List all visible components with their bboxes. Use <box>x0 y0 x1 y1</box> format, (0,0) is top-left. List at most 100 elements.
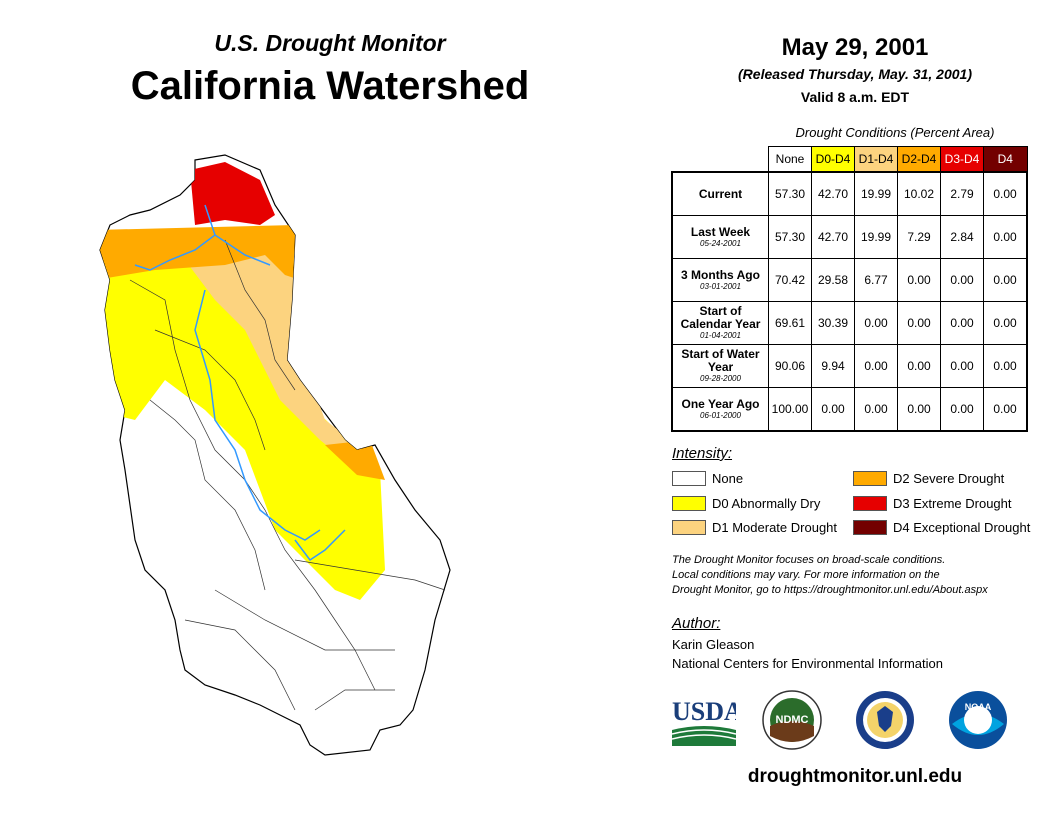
row-date: 05-24-2001 <box>700 238 741 248</box>
legend-swatch <box>853 471 887 486</box>
table-row: 3 Months Ago 03-01-2001 70.42 29.58 6.77 0.00… <box>671 258 1028 302</box>
legend-item-d4: D4 Exceptional Drought <box>853 520 1030 535</box>
table-cell: 0.00 <box>854 301 898 345</box>
table-cell: 0.00 <box>897 258 941 302</box>
row-date: 09-28-2000 <box>700 374 741 383</box>
table-cell: 29.58 <box>811 258 855 302</box>
legend-label: D4 Exceptional Drought <box>893 520 1031 535</box>
table-header-row: None D0-D4 D1-D4 D2-D4 D3-D4 D4 <box>672 146 1028 173</box>
table-cell: 0.00 <box>897 344 941 388</box>
california-drought-map <box>99 154 451 756</box>
table-caption: Drought Conditions (Percent Area) <box>795 125 995 140</box>
website-url[interactable]: droughtmonitor.unl.edu <box>747 766 963 787</box>
valid-time: Valid 8 a.m. EDT <box>800 89 910 105</box>
table-cell: 0.00 <box>983 301 1028 345</box>
table-cell: 7.29 <box>897 215 941 259</box>
table-cell: 0.00 <box>854 387 898 432</box>
d3-area <box>190 162 275 225</box>
row-label: One Year Ago 06-01-2000 <box>671 387 769 432</box>
table-row: Start of Calendar Year 01-04-2001 69.61 30.… <box>671 301 1028 345</box>
row-label: Start of Water Year 09-28-2000 <box>671 344 769 388</box>
table-cell: 9.94 <box>811 344 855 388</box>
table-cell: 42.70 <box>811 215 855 259</box>
row-label: Start of Calendar Year 01-04-2001 <box>671 301 769 345</box>
col-header-d2-d4: D2-D4 <box>897 146 941 173</box>
row-label: 3 Months Ago 03-01-2001 <box>671 258 769 302</box>
table-row: Start of Water Year 09-28-2000 90.06 9.94 0.… <box>671 344 1028 388</box>
row-date: 01-04-2001 <box>700 331 741 340</box>
valid-date: May 29, 2001 <box>781 34 929 61</box>
d0-area <box>100 250 385 600</box>
ndmc-logo: NDMC <box>762 690 822 750</box>
legend-item-d1: D1 Moderate Drought <box>672 520 837 535</box>
table-cell: 0.00 <box>940 344 984 388</box>
d2-area-south <box>325 440 385 480</box>
author-org: National Centers for Environmental Infor… <box>672 656 943 671</box>
legend-swatch <box>672 496 706 511</box>
table-cell: 69.61 <box>768 301 812 345</box>
row-label-text: One Year Ago <box>681 396 760 411</box>
legend-label: D0 Abnormally Dry <box>712 496 821 511</box>
note-line: Drought Monitor, go to https://droughtmo… <box>672 584 988 596</box>
table-cell: 0.00 <box>983 258 1028 302</box>
table-cell: 30.39 <box>811 301 855 345</box>
noaa-logo-text: NOAA <box>965 702 992 712</box>
rivers <box>134 204 346 562</box>
author-name: Karin Gleason <box>672 637 755 652</box>
table-cell: 6.77 <box>854 258 898 302</box>
map-title: California Watershed <box>130 64 530 108</box>
map-subtitle: U.S. Drought Monitor <box>214 30 446 56</box>
table-cell: 57.30 <box>768 215 812 259</box>
legend-label: None <box>712 471 744 486</box>
legend-swatch <box>672 471 706 486</box>
table-cell: 0.00 <box>983 215 1028 259</box>
table-cell: 0.00 <box>940 258 984 302</box>
drought-conditions-table: None D0-D4 D1-D4 D2-D4 D3-D4 D4 Current 5… <box>671 146 1028 432</box>
legend-swatch <box>853 520 887 535</box>
legend-label: D3 Extreme Drought <box>893 496 1012 511</box>
author-title: Author: <box>672 615 721 632</box>
legend-title: Intensity: <box>672 445 733 462</box>
table-cell: 100.00 <box>768 387 812 432</box>
legend-swatch <box>853 496 887 511</box>
table-corner <box>672 147 769 173</box>
legend-item-none: None <box>672 471 743 486</box>
table-cell: 2.84 <box>940 215 984 259</box>
table-cell: 0.00 <box>897 301 941 345</box>
col-header-d1-d4: D1-D4 <box>854 146 898 173</box>
legend-item-d3: D3 Extreme Drought <box>853 496 1012 511</box>
doc-seal-logo <box>856 691 914 749</box>
table-cell: 0.00 <box>983 344 1028 388</box>
col-header-none: None <box>768 146 812 173</box>
row-label: Last Week 05-24-2001 <box>671 215 769 259</box>
table-cell: 0.00 <box>811 387 855 432</box>
usda-logo: USDA <box>672 697 736 746</box>
table-cell: 10.02 <box>897 171 941 216</box>
release-date: (Released Thursday, May. 31, 2001) <box>738 66 972 82</box>
legend-item-d0: D0 Abnormally Dry <box>672 496 820 511</box>
table-cell: 42.70 <box>811 171 855 216</box>
col-header-d3-d4: D3-D4 <box>940 146 984 173</box>
table-body: Current 57.30 42.70 19.99 10.02 2.79 0.00 Last … <box>671 171 1028 432</box>
table-cell: 19.99 <box>854 215 898 259</box>
table-cell: 0.00 <box>897 387 941 432</box>
table-cell: 70.42 <box>768 258 812 302</box>
table-cell: 0.00 <box>940 387 984 432</box>
row-date: 06-01-2000 <box>700 410 741 420</box>
table-cell: 0.00 <box>983 171 1028 216</box>
table-cell: 2.79 <box>940 171 984 216</box>
table-row: Current 57.30 42.70 19.99 10.02 2.79 0.00 <box>671 171 1028 216</box>
legend-item-d2: D2 Severe Drought <box>853 471 1004 486</box>
table-cell: 57.30 <box>768 171 812 216</box>
legend-swatch <box>672 520 706 535</box>
table-cell: 0.00 <box>940 301 984 345</box>
ndmc-logo-text: NDMC <box>776 714 809 726</box>
d1-area <box>185 245 365 470</box>
row-label-text: Start of Calendar Year <box>680 304 761 331</box>
row-label-text: Last Week <box>690 224 751 239</box>
watershed-boundaries <box>129 239 446 711</box>
table-cell: 0.00 <box>854 344 898 388</box>
row-label: Current <box>671 171 769 216</box>
row-date: 03-01-2001 <box>700 281 741 291</box>
table-row: Last Week 05-24-2001 57.30 42.70 19.99 7.29 2.… <box>671 215 1028 259</box>
